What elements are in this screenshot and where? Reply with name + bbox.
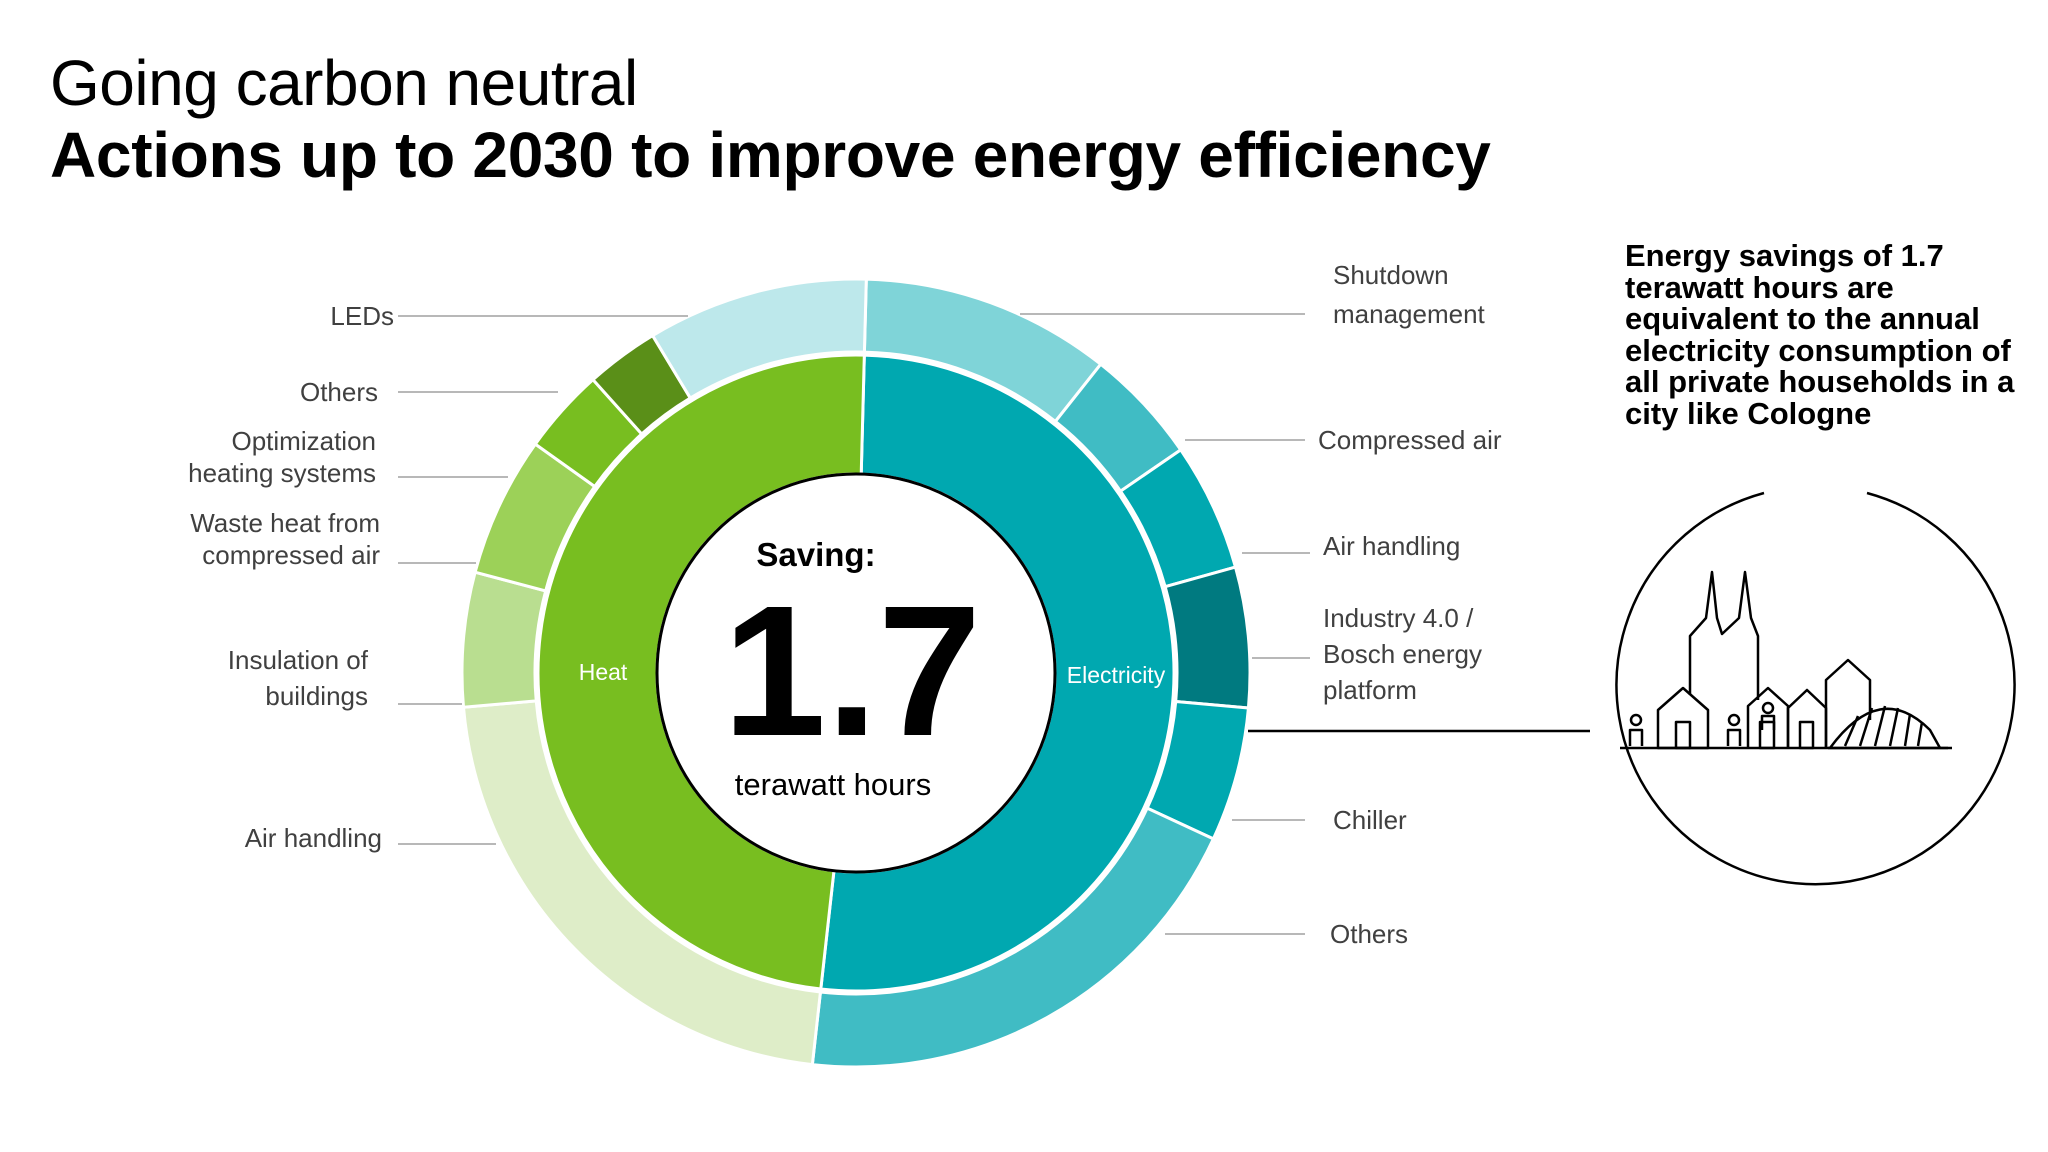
- left-segment-label: Insulation of: [228, 645, 369, 675]
- center-disc: [655, 472, 1057, 874]
- equivalence-note: Energy savings of 1.7 terawatt hours are…: [1625, 238, 2015, 431]
- right-labels: Shutdown management Compressed air Air hand…: [1020, 260, 1502, 949]
- left-segment-label: Air handling: [245, 823, 382, 853]
- center-unit: terawatt hours: [735, 767, 931, 802]
- illustration-circle: [1615, 491, 2016, 886]
- outer-slice-heat-leds: [650, 277, 868, 401]
- houses-icon: [1746, 658, 1872, 750]
- right-segment-label: Industry 4.0 /: [1323, 603, 1474, 633]
- left-segment-label: buildings: [265, 681, 368, 711]
- center-value: 1.7: [723, 568, 982, 775]
- right-segment-label: management: [1333, 299, 1486, 329]
- left-segment-label: Optimization: [232, 426, 377, 456]
- left-segment-label: compressed air: [202, 540, 380, 570]
- right-segment-label: Compressed air: [1318, 425, 1502, 455]
- house-icon: [1656, 686, 1710, 750]
- outer-slice-electricity-industry-4-0-bosch-energy-platform: [1163, 565, 1252, 710]
- outer-ring: [460, 277, 1252, 1069]
- right-segment-label: Others: [1330, 919, 1408, 949]
- right-segment-label: Shutdown: [1333, 260, 1449, 290]
- right-segment-label: platform: [1323, 675, 1417, 705]
- cologne-illustration: [1615, 491, 2016, 886]
- right-segment-label: Bosch energy: [1323, 639, 1482, 669]
- page-title: Going carbon neutral: [50, 47, 638, 119]
- right-segment-label: Air handling: [1323, 531, 1460, 561]
- person-icon: [1628, 701, 1776, 746]
- center-label: Saving:: [756, 536, 875, 573]
- cathedral-icon: [1688, 570, 1760, 700]
- left-segment-label: heating systems: [188, 458, 376, 488]
- ring-label-heat: Heat: [579, 659, 628, 685]
- left-segment-label: Waste heat from: [190, 508, 380, 538]
- left-segment-label: LEDs: [330, 301, 394, 331]
- bridge-icon: [1828, 705, 1948, 750]
- right-segment-label: Chiller: [1333, 805, 1407, 835]
- left-segment-label: Others: [300, 377, 378, 407]
- ring-label-electricity: Electricity: [1067, 662, 1166, 688]
- page-subtitle: Actions up to 2030 to improve energy eff…: [50, 119, 1491, 191]
- outer-slice-heat-insulation-of-buildings: [460, 570, 548, 709]
